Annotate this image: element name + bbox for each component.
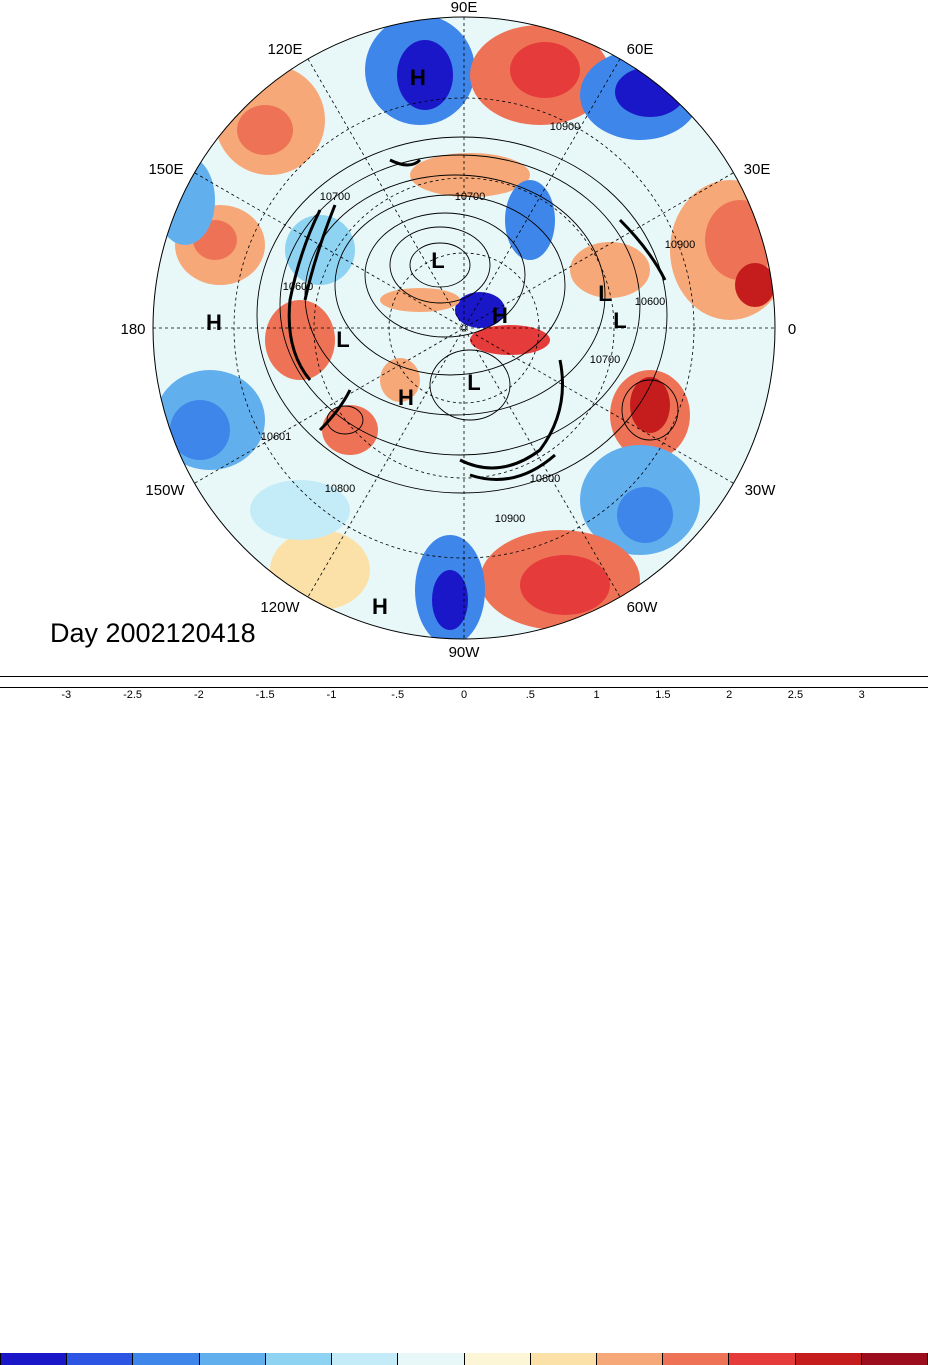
colorbar-swatch [861,1353,928,1365]
colorbar-swatch [795,1353,862,1365]
height-contours [256,136,679,494]
colorbar-swatch [133,1353,200,1365]
pressure-center-l: L [598,281,611,306]
colorbar-tick-label: -.5 [391,689,405,701]
colorbar-swatch [398,1353,465,1365]
colorbar-tick-label: -3 [61,689,72,701]
lon-label-180: 180 [120,321,145,338]
pressure-center-h: H [206,310,222,335]
pressure-center-l: L [431,248,444,273]
lon-label-150e: 150E [148,161,183,178]
lon-label-0: 0 [788,321,796,338]
colorbar-tick-label: -2 [193,689,204,701]
contour-labels: 10900 10700 10600 10900 10600 10700 1080… [261,121,696,525]
longitude-labels: 90E 60E 30E 0 30W 60W 90W 120W 150W 180 … [120,0,796,661]
colorbar-swatch [0,1353,68,1365]
contour-label: 10800 [530,473,561,485]
contour-label: 10800 [325,483,356,495]
colorbar-swatch [67,1353,134,1365]
colorbar-swatch [265,1353,333,1365]
colorbar-tick-label: 3 [858,689,865,701]
colorbar-tick-label: -1.5 [255,689,275,701]
colorbar-swatch [729,1353,796,1365]
pressure-center-l: L [613,308,626,333]
map-boundary [152,16,776,640]
lon-label-30e: 30E [744,161,771,178]
colorbar-segments [0,1353,928,1365]
colorbar-tick-labels: -3 -2.5 -2 -1.5 -1 -.5 0 .5 1 1.5 2 2.5 3 [0,689,928,702]
colorbar [0,676,928,1365]
colorbar-tick-label: 0 [460,689,468,701]
contour-label: 10700 [590,354,621,366]
colorbar-swatch [663,1353,730,1365]
graticule [153,17,775,639]
pressure-center-l: L [336,327,349,352]
colorbar-swatch [464,1353,531,1365]
pressure-center-h: H [398,385,414,410]
colorbar-tick-label: -1 [326,689,337,701]
lon-label-60w: 60W [627,599,659,616]
colorbar-tick-label: 2.5 [787,689,804,701]
contour-label: 10700 [455,191,486,203]
polar-stereographic-map: 90E 60E 30E 0 30W 60W 90W 120W 150W 180 … [120,0,796,661]
colorbar-tick-label: .5 [525,689,535,701]
colorbar-swatch [530,1353,597,1365]
jet-contours [287,158,667,481]
contour-label: 10900 [665,239,696,251]
polar-map: 90E 60E 30E 0 30W 60W 90W 120W 150W 180 … [120,0,796,661]
contour-label: 10601 [261,431,292,443]
colorbar-swatch [199,1353,266,1365]
contour-label: 10700 [320,191,351,203]
lon-label-60e: 60E [627,41,654,58]
colorbar-tick-label: 1.5 [655,689,671,701]
lon-label-90w: 90W [449,644,481,661]
colorbar-swatch [332,1353,399,1365]
contour-label: 10600 [283,281,314,293]
colorbar-tick-label: 1 [593,689,600,701]
pressure-centers: H L H L L H H L H L [206,65,627,619]
lon-label-90e: 90E [451,0,478,16]
colorbar-tick-label: -2.5 [123,689,143,701]
colorbar-swatch [596,1353,664,1365]
pressure-center-h: H [492,303,508,328]
lon-label-150w: 150W [145,482,185,499]
day-title: Day 2002120418 [50,618,256,648]
contour-label: 10600 [635,296,666,308]
lon-label-120e: 120E [267,41,302,58]
colorbar-tick-label: 2 [726,689,733,701]
lon-label-120w: 120W [260,599,300,616]
pressure-center-h: H [410,65,426,90]
pressure-center-l: L [467,370,480,395]
contour-label: 10900 [495,513,526,525]
lon-label-30w: 30W [745,482,777,499]
contour-label: 10900 [550,121,581,133]
pressure-center-h: H [372,594,388,619]
